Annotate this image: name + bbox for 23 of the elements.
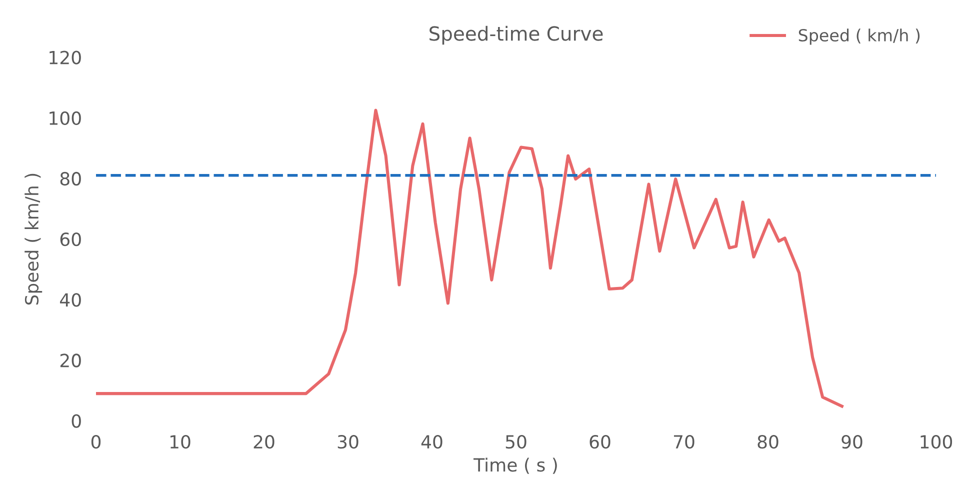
x-tick-label: 30 (338, 435, 358, 449)
chart-title: Speed-time Curve (430, 26, 603, 45)
x-tick-label: 100 (920, 435, 952, 449)
x-axis-title: Time ( s ) (474, 458, 557, 474)
y-tick-label: 80 (60, 172, 81, 186)
y-tick-label: 100 (50, 111, 81, 125)
y-tick-label: 0 (72, 414, 81, 428)
x-tick-label: 60 (590, 435, 610, 449)
x-tick-label: 90 (842, 435, 862, 449)
line-series (96, 108, 844, 408)
x-tick-label: 70 (674, 435, 694, 449)
x-tick-label: 40 (421, 435, 442, 449)
y-tick-label: 40 (60, 293, 81, 307)
x-tick-label: 50 (506, 435, 526, 449)
x-tick-label: 10 (170, 435, 190, 449)
y-tick-label: 120 (50, 50, 81, 64)
x-tick-label: 80 (758, 435, 778, 449)
y-axis-title: Speed ( km/h ) (24, 174, 42, 305)
x-tick-label: 0 (91, 435, 101, 449)
legend-label: Speed ( km/h ) (798, 28, 920, 45)
x-tick-label: 20 (254, 435, 274, 449)
y-tick-label: 20 (60, 354, 81, 368)
y-tick-label: 60 (60, 232, 81, 246)
